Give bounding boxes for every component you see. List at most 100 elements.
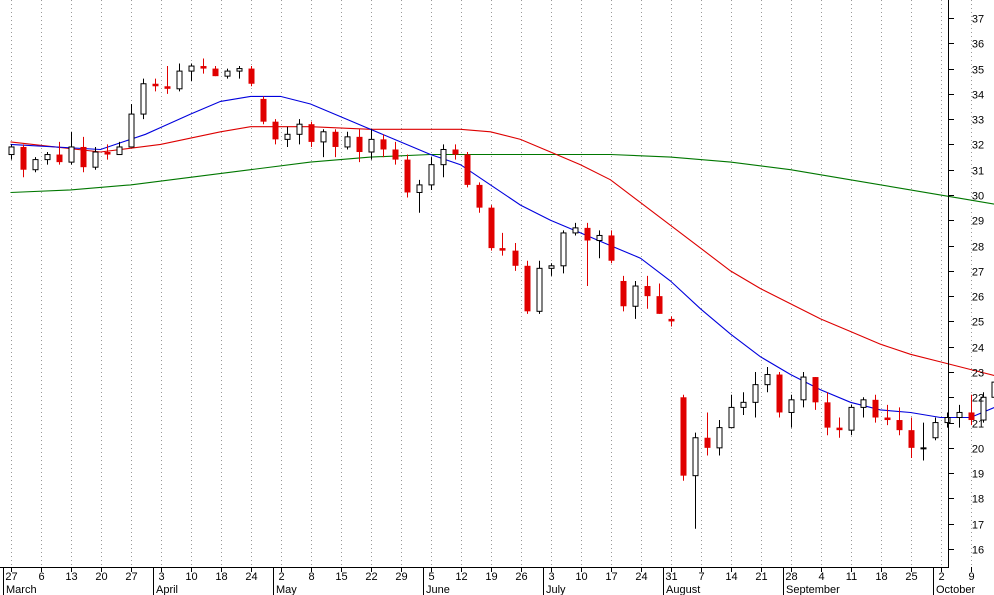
candle bbox=[944, 412, 951, 428]
candle-body-down bbox=[776, 374, 783, 413]
candle bbox=[728, 394, 735, 429]
candle-body-up bbox=[548, 265, 555, 269]
x-tick-label: 5 bbox=[428, 571, 434, 583]
y-tick-label: 32 bbox=[972, 140, 984, 152]
candle-body-down bbox=[620, 280, 627, 307]
candle-body-down bbox=[476, 184, 483, 208]
x-tick-label: 3 bbox=[548, 571, 554, 583]
candle-body-up bbox=[296, 123, 303, 135]
candle bbox=[56, 141, 63, 165]
candle-body-up bbox=[188, 65, 195, 72]
candle bbox=[380, 134, 387, 158]
candle-body-down bbox=[200, 66, 207, 69]
candle bbox=[620, 275, 627, 312]
candle-body-up bbox=[920, 447, 927, 450]
candle-body-up bbox=[320, 131, 327, 143]
y-tick-label: 21 bbox=[972, 419, 984, 431]
x-tick-label: 27 bbox=[125, 571, 137, 583]
y-tick-label: 23 bbox=[972, 368, 984, 380]
candle bbox=[260, 96, 267, 125]
candle-body-down bbox=[499, 248, 506, 251]
candle-body-up bbox=[224, 70, 231, 77]
candle-body-down bbox=[584, 227, 591, 241]
candle bbox=[980, 392, 987, 423]
candle bbox=[848, 404, 855, 436]
candle bbox=[908, 417, 915, 458]
candle bbox=[272, 119, 279, 145]
candle bbox=[800, 372, 807, 408]
x-tick-label: 15 bbox=[335, 571, 347, 583]
x-tick-label: 9 bbox=[968, 571, 974, 583]
y-tick-label: 22 bbox=[972, 393, 984, 405]
candle-body-down bbox=[812, 377, 819, 403]
candle-body-up bbox=[8, 146, 15, 156]
candle bbox=[872, 394, 879, 423]
candle bbox=[200, 58, 207, 74]
candle bbox=[488, 205, 495, 251]
candle-body-down bbox=[704, 437, 711, 448]
candle bbox=[332, 129, 339, 158]
candle bbox=[752, 372, 759, 418]
candle-body-up bbox=[632, 285, 639, 307]
candle-body-up bbox=[536, 267, 543, 312]
candle bbox=[824, 392, 831, 436]
candle bbox=[764, 366, 771, 393]
moving-average-mid-line bbox=[10, 126, 994, 377]
x-tick-label: 28 bbox=[785, 571, 797, 583]
candle-body-down bbox=[656, 296, 663, 314]
candle bbox=[991, 381, 994, 398]
candle bbox=[428, 157, 435, 190]
candle-body-up bbox=[752, 384, 759, 403]
candle bbox=[140, 78, 147, 120]
y-tick-label: 36 bbox=[972, 39, 984, 51]
x-tick-label: 11 bbox=[846, 571, 857, 583]
candle bbox=[884, 404, 891, 426]
x-tick-label: 21 bbox=[755, 571, 767, 583]
y-tick-label: 29 bbox=[972, 216, 984, 228]
x-tick-label: 2 bbox=[278, 571, 284, 583]
y-tick-label: 35 bbox=[972, 65, 984, 77]
x-axis: 27 6 13 20 27 3 10 18 24 2 8 15 22 29 5 12 19 26 3 10 17 24 31… bbox=[3, 567, 975, 595]
candle bbox=[176, 63, 183, 92]
candle-body-down bbox=[20, 146, 27, 170]
y-tick-label: 28 bbox=[972, 242, 984, 254]
candle-body-down bbox=[872, 399, 879, 418]
candle-body-down bbox=[248, 68, 255, 84]
candle bbox=[572, 222, 579, 236]
x-tick-label: 2 bbox=[938, 571, 944, 583]
candle bbox=[464, 152, 471, 188]
candle bbox=[512, 243, 519, 271]
candle bbox=[584, 222, 591, 287]
candle-body-down bbox=[668, 318, 675, 322]
candle-body-down bbox=[272, 121, 279, 140]
candle bbox=[416, 179, 423, 213]
candle bbox=[656, 283, 663, 314]
candle-body-down bbox=[608, 235, 615, 261]
candle-body-up bbox=[740, 401, 747, 408]
candle-body-down bbox=[56, 154, 63, 163]
candle bbox=[452, 144, 459, 160]
y-tick-label: 34 bbox=[972, 90, 984, 102]
month-label: April bbox=[156, 584, 178, 595]
candle bbox=[932, 417, 939, 441]
candle-body-up bbox=[32, 159, 39, 171]
x-tick-label: 18 bbox=[875, 571, 887, 583]
candle bbox=[788, 394, 795, 428]
candle bbox=[284, 126, 291, 147]
candle-body-down bbox=[824, 402, 831, 428]
x-tick-label: 12 bbox=[455, 571, 467, 583]
x-tick-label: 27 bbox=[5, 571, 17, 583]
candle-body-down bbox=[332, 131, 339, 147]
candle bbox=[608, 230, 615, 264]
x-tick-label: 26 bbox=[515, 571, 527, 583]
y-tick-label: 30 bbox=[972, 191, 984, 203]
candle bbox=[236, 66, 243, 79]
candle-body-down bbox=[680, 397, 687, 476]
candle bbox=[404, 154, 411, 198]
candle bbox=[296, 119, 303, 145]
candle-body-up bbox=[560, 232, 567, 267]
x-tick-label: 17 bbox=[605, 571, 617, 583]
candle bbox=[44, 152, 51, 165]
